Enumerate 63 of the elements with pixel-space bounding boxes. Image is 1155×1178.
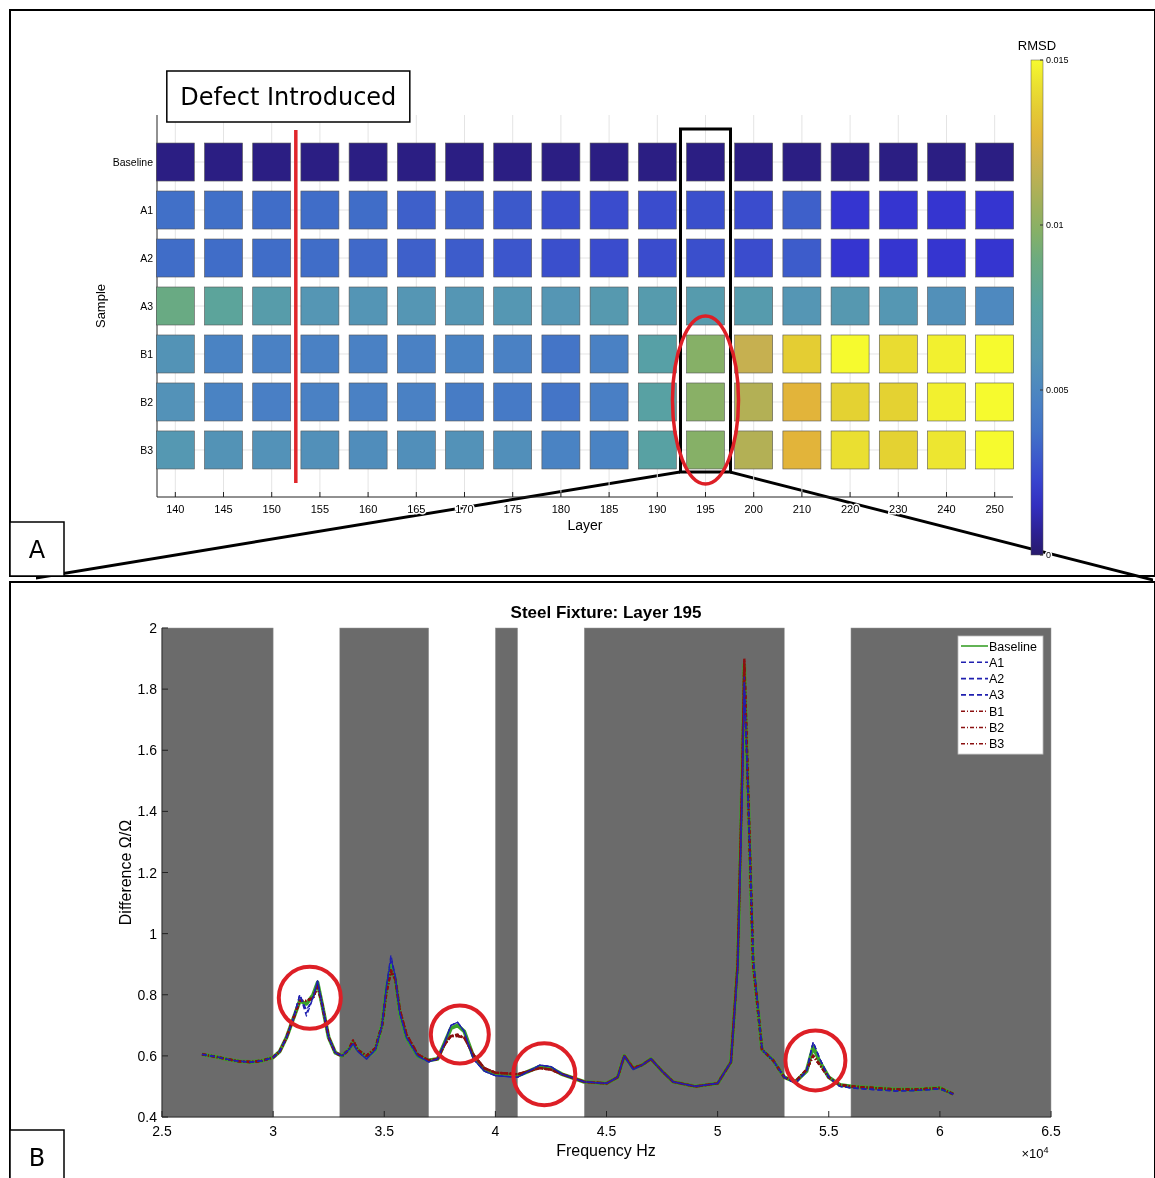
x-tick-label: 250	[985, 503, 1004, 515]
x-tick-label: 5	[713, 1123, 722, 1139]
x-axis-title: Layer	[567, 517, 603, 533]
x-tick-label: 180	[551, 503, 571, 515]
x-axis-title: Frequency Hz	[556, 1142, 656, 1159]
x-tick-label: 150	[262, 503, 281, 515]
y-tick-label: 1.2	[137, 864, 158, 881]
legend-label: B1	[989, 704, 1005, 719]
legend-label: B3	[989, 737, 1005, 752]
x-tick-label: 145	[214, 503, 233, 515]
x-tick-label: 230	[889, 503, 908, 515]
chart-title: Steel Fixture: Layer 195	[510, 603, 702, 622]
legend-label: Baseline	[989, 639, 1037, 654]
y-tick-label: A1	[140, 204, 154, 217]
y-tick-label: 1.4	[137, 803, 158, 820]
x-tick-label: 165	[407, 503, 426, 515]
x-tick-label: 4	[491, 1123, 500, 1139]
x-tick-label: 175	[503, 503, 522, 515]
x-tick-label: 155	[310, 503, 330, 515]
y-tick-label: 1	[149, 925, 158, 942]
color-bar-label: 0.005	[1046, 385, 1069, 395]
y-tick-label: 0.6	[137, 1047, 158, 1064]
x-tick-label: 6.5	[1041, 1123, 1061, 1139]
color-bar-label: 0	[1046, 550, 1052, 560]
x-tick-label: 5.5	[819, 1123, 839, 1139]
text: Defect Introduced	[180, 83, 397, 111]
x-tick-label: 160	[358, 503, 378, 515]
legend-label: B2	[989, 721, 1005, 735]
x-tick-label: 2.5	[152, 1123, 172, 1139]
x-tick-label: 140	[166, 503, 185, 515]
y-tick-label: A2	[140, 252, 154, 265]
text: A	[28, 536, 46, 564]
x-tick-label: 4.5	[596, 1123, 617, 1139]
x-tick-label: 185	[599, 503, 619, 515]
legend-label: A3	[989, 688, 1005, 703]
text: ×10$^{4}$	[1021, 1145, 1049, 1161]
y-tick-label: 2	[149, 620, 158, 636]
y-axis-title: Difference Ω/Ω	[117, 819, 134, 926]
y-tick-label: 0.4	[137, 1109, 158, 1125]
legend-label: A2	[989, 672, 1005, 687]
x-tick-label: 6	[935, 1123, 944, 1139]
color-bar-title: RMSD	[1017, 38, 1057, 53]
y-tick-label: 1.8	[137, 681, 158, 698]
x-tick-label: 200	[744, 503, 763, 515]
color-bar-label: 0.015	[1046, 55, 1069, 65]
y-tick-label: A3	[140, 300, 154, 312]
y-tick-label: B1	[140, 347, 154, 360]
y-tick-label: 1.6	[137, 742, 158, 759]
x-tick-label: 3	[269, 1123, 278, 1139]
x-tick-label: 195	[696, 503, 715, 515]
y-tick-label: 0.8	[137, 986, 158, 1003]
x-tick-label: 190	[648, 503, 667, 515]
y-tick-label: Baseline	[112, 156, 154, 169]
y-tick-label: B3	[140, 443, 154, 456]
color-bar-label: 0.01	[1046, 220, 1064, 230]
y-axis-title: Sample	[93, 283, 108, 329]
x-tick-label: 210	[792, 503, 812, 515]
x-tick-label: 3.5	[374, 1123, 395, 1139]
y-tick-label: B2	[140, 395, 154, 408]
x-tick-label: 220	[840, 503, 860, 515]
legend-label: A1	[989, 655, 1005, 670]
text: B	[28, 1144, 46, 1172]
x-tick-label: 240	[937, 503, 956, 515]
